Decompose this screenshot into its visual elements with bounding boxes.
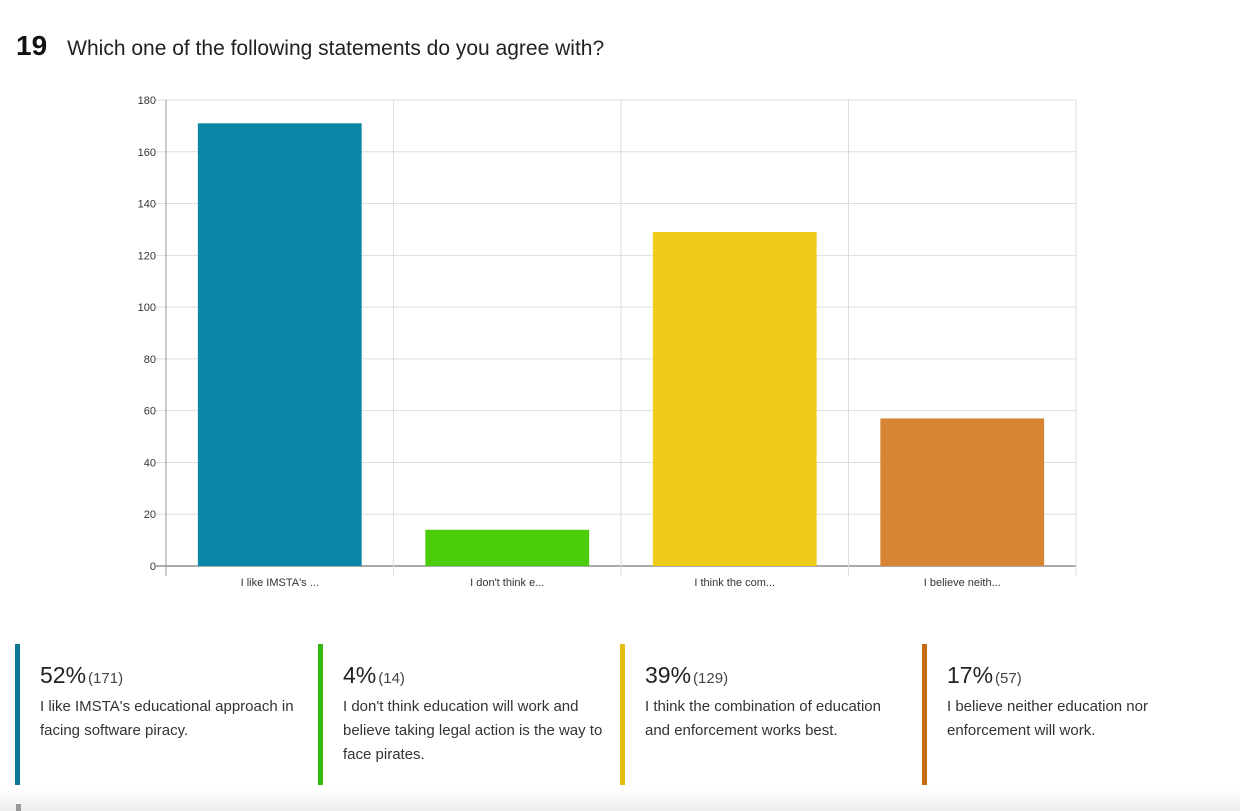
- legend-color-strip: [318, 644, 323, 785]
- bottom-shadow: [0, 790, 1240, 811]
- legend-count: (129): [693, 670, 729, 687]
- question-title: Which one of the following statements do…: [67, 37, 605, 60]
- bar: [197, 123, 362, 567]
- chart-bars: [197, 123, 1045, 567]
- y-tick-label: 80: [144, 354, 156, 366]
- x-category-label: I don't think e...: [470, 577, 544, 589]
- y-tick-label: 120: [138, 250, 156, 262]
- y-tick-label: 0: [150, 561, 156, 573]
- y-tick-label: 100: [138, 302, 156, 314]
- legend-text: I don't think education will work and be…: [343, 698, 603, 763]
- bar: [652, 232, 817, 567]
- question-number: 19: [16, 30, 48, 61]
- legend-color-strip: [15, 644, 20, 785]
- legend-card-4: 17% (57) I believe neither education nor …: [922, 644, 1212, 785]
- bar: [880, 418, 1045, 566]
- x-category-label: I like IMSTA's ...: [241, 577, 319, 589]
- question-header: 19 Which one of the following statements…: [16, 30, 604, 62]
- legend-percent: 52%: [40, 662, 87, 688]
- legend-text: I believe neither education nor enforcem…: [947, 698, 1148, 739]
- y-tick-label: 160: [138, 147, 156, 159]
- legend-card-1: 52% (171) I like IMSTA's educational appr…: [15, 644, 305, 785]
- legend-color-strip: [620, 644, 625, 785]
- legend-percent: 39%: [645, 662, 692, 688]
- legend-color-strip: [922, 644, 927, 785]
- bar: [425, 529, 590, 566]
- legend-text: I think the combination of education and…: [645, 698, 881, 739]
- legend-count: (57): [995, 670, 1022, 687]
- chart-labels: 0 20 40 60 80 100 120 140 160 180 I like IMSTA's .…: [138, 95, 1001, 589]
- x-category-label: I believe neith...: [924, 577, 1001, 589]
- legend-percent: 17%: [947, 662, 994, 688]
- y-tick-label: 140: [138, 199, 156, 211]
- bar-chart: 0 20 40 60 80 100 120 140 160 180 I like IMSTA's .…: [138, 95, 1077, 589]
- legend-card-2: 4% (14) I don't think education will work…: [318, 644, 608, 785]
- legend-text: I like IMSTA's educational approach in f…: [40, 698, 294, 739]
- scroll-marker: [16, 804, 21, 811]
- y-tick-label: 40: [144, 457, 156, 469]
- y-tick-label: 180: [138, 95, 156, 107]
- y-tick-label: 60: [144, 406, 156, 418]
- legend-count: (14): [378, 670, 405, 687]
- legend-count: (171): [88, 670, 124, 687]
- x-category-label: I think the com...: [694, 577, 775, 589]
- y-tick-label: 20: [144, 509, 156, 521]
- legend-percent: 4%: [343, 662, 377, 688]
- legend-card-3: 39% (129) I think the combination of educ…: [620, 644, 910, 785]
